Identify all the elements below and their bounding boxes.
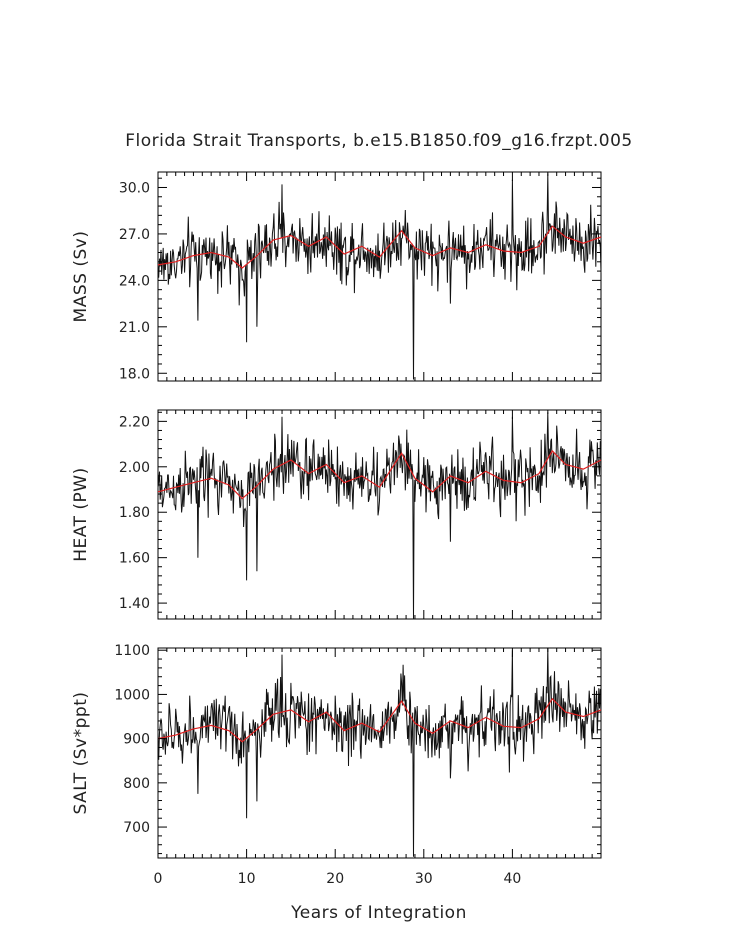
heat-smoothed-series-line: [157, 449, 602, 500]
mass-smoothed-series-line: [157, 225, 602, 269]
heat-raw-series-line: [157, 412, 602, 620]
x-tick-label: 0: [154, 871, 163, 887]
x-tick-label: 20: [326, 871, 344, 887]
salt-y-tick-label: 700: [123, 820, 150, 836]
salt-plot-frame: [157, 647, 602, 859]
heat-plot-frame: [157, 409, 602, 620]
mass-y-tick-label: 18.0: [119, 366, 150, 382]
salt-smoothed-series-line: [157, 697, 602, 743]
salt-y-axis-label: SALT (Sv*ppt): [71, 691, 91, 814]
mass-y-tick-label: 27.0: [119, 227, 150, 243]
heat-y-tick-label: 2.20: [119, 414, 150, 430]
heat-y-tick-label: 1.80: [119, 505, 150, 521]
panel-mass: 18.0 21.0 24.0 27.0 30.0 MASS (Sv): [71, 171, 602, 382]
salt-raw-series-line: [157, 647, 602, 857]
salt-y-tick-label: 1100: [114, 643, 150, 659]
x-axis-label: Years of Integration: [290, 903, 467, 923]
mass-y-tick-label: 24.0: [119, 273, 150, 289]
heat-y-axis-label: HEAT (PW): [71, 467, 91, 561]
mass-y-axis-label: MASS (Sv): [71, 231, 91, 323]
mass-y-tick-label: 30.0: [119, 180, 150, 196]
heat-y-tick-label: 2.00: [119, 460, 150, 476]
mass-plot-frame: [157, 171, 602, 382]
panel-salt: 700 800 900 1000 1100 SALT (Sv*ppt): [71, 643, 602, 859]
heat-y-tick-label: 1.40: [119, 596, 150, 612]
salt-y-tick-label: 1000: [114, 687, 150, 703]
heat-y-tick-label: 1.60: [119, 551, 150, 567]
chart-title: Florida Strait Transports, b.e15.B1850.f…: [125, 131, 633, 151]
x-tick-label: 30: [415, 871, 433, 887]
panel-heat: 1.40 1.60 1.80 2.00 2.20 HEAT (PW): [71, 409, 602, 620]
x-tick-label: 40: [503, 871, 521, 887]
panels-group: 18.0 21.0 24.0 27.0 30.0 MASS (Sv) 1.40 1.60 1.8…: [71, 171, 602, 887]
salt-y-tick-label: 900: [123, 732, 150, 748]
salt-y-tick-label: 800: [123, 776, 150, 792]
x-tick-label: 10: [238, 871, 256, 887]
mass-raw-series-line: [157, 173, 602, 380]
mass-y-tick-label: 21.0: [119, 320, 150, 336]
